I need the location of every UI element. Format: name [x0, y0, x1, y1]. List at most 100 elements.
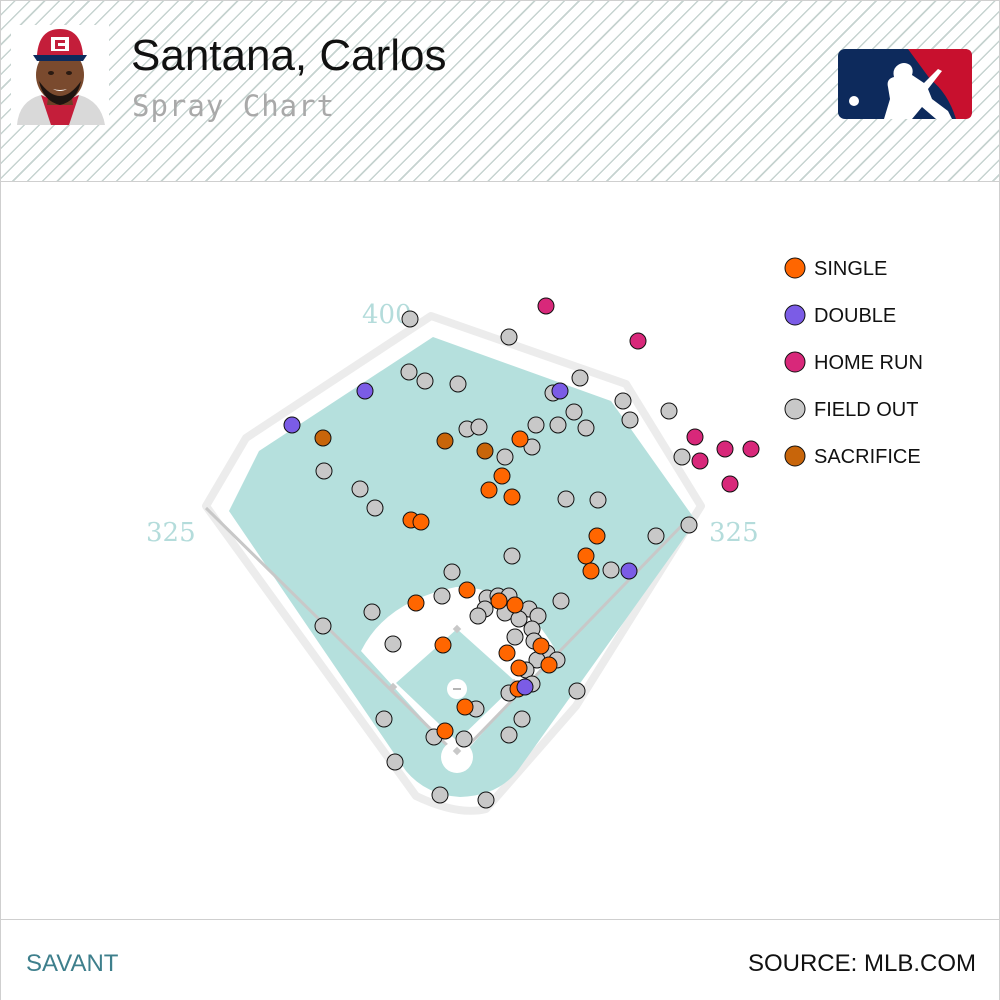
point-field-out[interactable] — [496, 448, 514, 466]
point-field-out[interactable] — [614, 392, 632, 410]
point-double[interactable] — [516, 678, 534, 696]
point-field-out[interactable] — [602, 561, 620, 579]
point-single[interactable] — [412, 513, 430, 531]
distance-label-right: 325 — [709, 518, 759, 548]
point-single[interactable] — [511, 430, 529, 448]
point-field-out[interactable] — [565, 403, 583, 421]
point-single[interactable] — [458, 581, 476, 599]
point-field-out[interactable] — [433, 587, 451, 605]
point-sacrifice[interactable] — [436, 432, 454, 450]
point-field-out[interactable] — [549, 416, 567, 434]
point-home-run[interactable] — [686, 428, 704, 446]
point-single[interactable] — [434, 636, 452, 654]
point-single[interactable] — [506, 596, 524, 614]
point-sacrifice[interactable] — [314, 429, 332, 447]
legend-swatch — [784, 304, 806, 326]
point-double[interactable] — [283, 416, 301, 434]
home-plate-area — [441, 741, 473, 773]
legend-swatch — [784, 445, 806, 467]
point-single[interactable] — [498, 644, 516, 662]
point-double[interactable] — [356, 382, 374, 400]
point-home-run[interactable] — [721, 475, 739, 493]
point-field-out[interactable] — [363, 603, 381, 621]
point-single[interactable] — [436, 722, 454, 740]
point-double[interactable] — [620, 562, 638, 580]
legend-item-single: SINGLE — [784, 257, 887, 280]
legend: SINGLE DOUBLE HOME RUN FIELD OUT SACRIFICE — [784, 257, 923, 468]
point-field-out[interactable] — [589, 491, 607, 509]
point-field-out[interactable] — [552, 592, 570, 610]
outfield-grass — [229, 337, 696, 797]
second-base — [452, 624, 462, 634]
player-headshot — [11, 25, 109, 125]
pitchers-rubber — [453, 688, 461, 690]
point-single[interactable] — [577, 547, 595, 565]
point-single[interactable] — [532, 637, 550, 655]
point-field-out[interactable] — [470, 418, 488, 436]
point-field-out[interactable] — [577, 419, 595, 437]
point-single[interactable] — [493, 467, 511, 485]
point-field-out[interactable] — [469, 607, 487, 625]
point-field-out[interactable] — [375, 710, 393, 728]
point-single[interactable] — [588, 527, 606, 545]
point-field-out[interactable] — [443, 563, 461, 581]
legend-label: HOME RUN — [814, 352, 923, 374]
point-field-out[interactable] — [503, 547, 521, 565]
point-field-out[interactable] — [416, 372, 434, 390]
point-single[interactable] — [582, 562, 600, 580]
point-field-out[interactable] — [557, 490, 575, 508]
point-home-run[interactable] — [537, 297, 555, 315]
point-field-out[interactable] — [523, 438, 541, 456]
point-field-out[interactable] — [449, 375, 467, 393]
point-field-out[interactable] — [571, 369, 589, 387]
point-field-out[interactable] — [621, 411, 639, 429]
point-field-out[interactable] — [647, 527, 665, 545]
distance-label-left: 325 — [146, 518, 196, 548]
point-field-out[interactable] — [400, 363, 418, 381]
point-single[interactable] — [407, 594, 425, 612]
third-base — [388, 682, 398, 692]
point-field-out[interactable] — [680, 516, 698, 534]
point-field-out[interactable] — [568, 682, 586, 700]
legend-label: SACRIFICE — [814, 446, 921, 468]
point-field-out[interactable] — [500, 328, 518, 346]
point-field-out[interactable] — [315, 462, 333, 480]
point-single[interactable] — [490, 592, 508, 610]
point-double[interactable] — [551, 382, 569, 400]
point-single[interactable] — [480, 481, 498, 499]
point-field-out[interactable] — [431, 786, 449, 804]
point-field-out[interactable] — [401, 310, 419, 328]
point-field-out[interactable] — [351, 480, 369, 498]
point-field-out[interactable] — [660, 402, 678, 420]
point-home-run[interactable] — [629, 332, 647, 350]
legend-label: SINGLE — [814, 258, 887, 280]
point-single[interactable] — [456, 698, 474, 716]
point-single[interactable] — [503, 488, 521, 506]
point-field-out[interactable] — [510, 610, 528, 628]
point-single[interactable] — [540, 656, 558, 674]
point-single[interactable] — [510, 659, 528, 677]
mlb-logo — [838, 49, 972, 119]
point-field-out[interactable] — [500, 726, 518, 744]
right-foul-line — [456, 514, 693, 758]
point-field-out[interactable] — [477, 791, 495, 809]
point-home-run[interactable] — [716, 440, 734, 458]
point-home-run[interactable] — [691, 452, 709, 470]
point-field-out[interactable] — [314, 617, 332, 635]
source-credit: SOURCE: MLB.COM — [747, 950, 976, 977]
point-field-out[interactable] — [366, 499, 384, 517]
point-home-run[interactable] — [742, 440, 760, 458]
point-field-out[interactable] — [506, 628, 524, 646]
point-field-out[interactable] — [386, 753, 404, 771]
player-name: Santana, Carlos — [131, 31, 447, 80]
point-field-out[interactable] — [455, 730, 473, 748]
savant-brand[interactable]: SAVANT — [26, 950, 119, 977]
point-field-out[interactable] — [384, 635, 402, 653]
point-field-out[interactable] — [673, 448, 691, 466]
point-field-out[interactable] — [527, 416, 545, 434]
point-field-out[interactable] — [513, 710, 531, 728]
point-sacrifice[interactable] — [476, 442, 494, 460]
footer: SAVANT SOURCE: MLB.COM — [1, 919, 999, 1000]
legend-item-home-run: HOME RUN — [784, 351, 923, 374]
